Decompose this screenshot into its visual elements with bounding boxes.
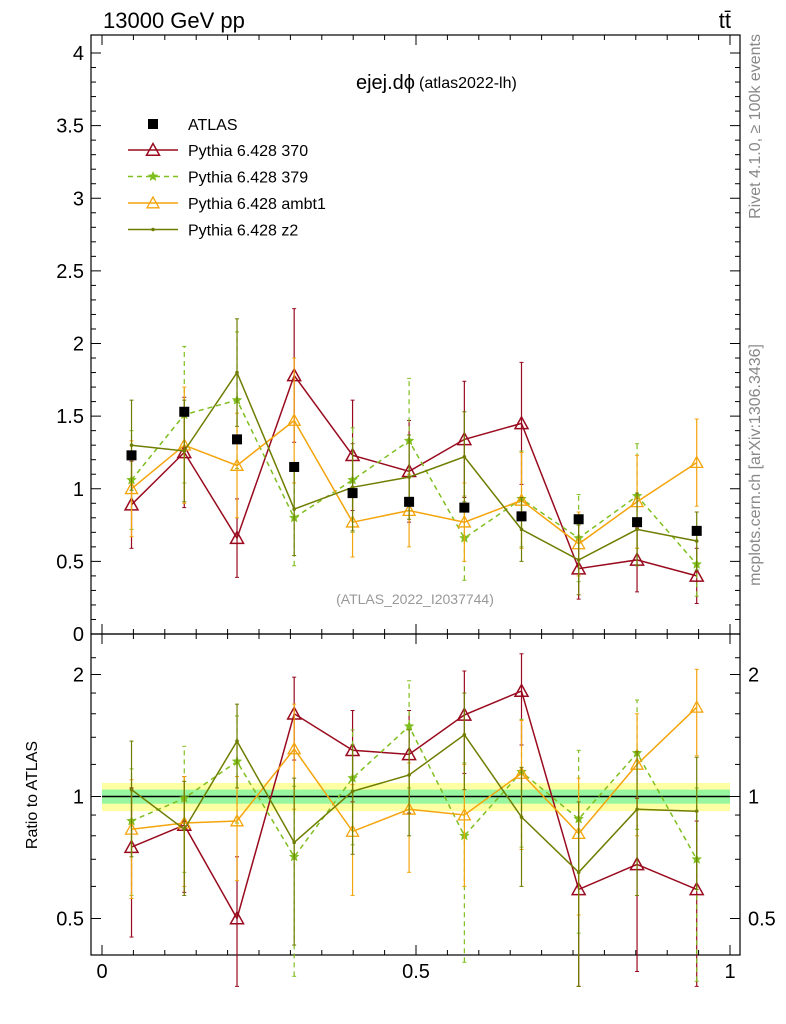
main-series-point: [229, 530, 245, 545]
atlas-data-point: [347, 488, 358, 499]
ratio-y-axis-label: Ratio to ATLAS: [24, 741, 41, 849]
main-y-tick-label: 1: [73, 479, 84, 501]
ratio-x-tick-label: 0.5: [402, 961, 430, 983]
ratio-series-point: [407, 773, 411, 777]
rivet-version-label: Rivet 4.1.0, ≥ 100k events: [747, 34, 764, 219]
main-y-tick-label: 4: [73, 43, 84, 65]
ratio-y-tick-label: 0.5: [56, 909, 84, 931]
ratio-series-point: [182, 827, 187, 832]
ratio-y-tick-label: 1: [73, 787, 84, 809]
atlas-data-point: [126, 450, 137, 461]
main-series-point: [635, 527, 639, 532]
atlas-data-point: [289, 461, 300, 472]
main-series-point: [513, 415, 530, 430]
main-series-point: [235, 370, 239, 375]
legend-label: Pythia 6.428 370: [188, 143, 308, 160]
ratio-x-tick-label: 0: [96, 961, 107, 983]
main-plot-subtitle: (atlas2022-lh): [419, 75, 517, 92]
main-series-point: [457, 514, 472, 528]
process-label: tt̄: [719, 8, 731, 33]
energy-label: 13000 GeV pp: [103, 8, 245, 33]
legend-marker: [147, 170, 159, 182]
main-y-tick-label: 0: [73, 624, 84, 646]
analysis-watermark: (ATLAS_2022_I2037744): [336, 591, 494, 607]
ratio-series-point: [292, 840, 296, 845]
ratio-series-point: [235, 739, 239, 743]
ratio-y-tick-label-right: 0.5: [748, 909, 776, 931]
atlas-data-point: [179, 406, 190, 417]
main-series-point: [519, 527, 524, 532]
ratio-series-point: [457, 807, 472, 821]
main-series-point: [407, 475, 411, 479]
main-y-tick-label: 3: [73, 188, 84, 210]
ratio-y-tick-label-right: 1: [748, 787, 759, 809]
ratio-series-point: [403, 720, 415, 731]
atlas-data-point: [459, 502, 470, 513]
ratio-series-point: [635, 807, 639, 812]
main-series-point: [694, 539, 699, 543]
ratio-x-tick-label: 1: [724, 961, 735, 983]
main-plot: 0 0.5 1 1.5 2 2.5 3 3.5 4: [56, 34, 741, 646]
legend-label: Pythia 6.428 z2: [188, 223, 298, 240]
legend: ATLAS Pythia 6.428 370 Pythia 6.428 379 Pyt…: [128, 117, 326, 240]
ratio-series-point: [129, 787, 134, 792]
atlas-data-point: [232, 434, 243, 445]
main-series-point: [689, 455, 704, 469]
atlas-data-point: [691, 525, 702, 536]
main-series-point: [287, 413, 302, 426]
legend-label: Pythia 6.428 ambt1: [188, 196, 326, 213]
atlas-data-point: [516, 511, 527, 522]
ratio-series-point: [519, 815, 524, 819]
main-series-point: [229, 458, 245, 471]
main-series-point: [462, 454, 467, 459]
ratio-series-point: [688, 881, 705, 896]
ratio-series-point: [576, 870, 581, 875]
ratio-series-point: [350, 789, 355, 794]
ratio-series-point: [513, 683, 530, 698]
ratio-plot: 0 0.5 1 0.5 0.5 1 1 2 2: [56, 633, 776, 987]
ratio-series-point: [229, 813, 245, 827]
ratio-series-point: [462, 732, 467, 737]
legend-marker: [151, 227, 155, 232]
mcplots-label: mcplots.cern.ch [arXiv:1306.3436]: [747, 344, 764, 586]
main-plot-title: ejej.dϕ: [356, 72, 415, 94]
main-series-point: [124, 481, 139, 495]
main-y-tick-label: 1.5: [56, 406, 84, 428]
main-y-tick-label: 3.5: [56, 116, 84, 138]
ratio-y-tick-label: 2: [73, 665, 84, 687]
ratio-series-point: [694, 809, 699, 813]
atlas-data-point: [573, 514, 584, 525]
main-series-point: [129, 443, 134, 447]
main-y-tick-label: 0.5: [56, 551, 84, 573]
ratio-series-point: [229, 910, 245, 925]
main-series-point: [576, 558, 581, 562]
ratio-series-point: [287, 741, 302, 755]
legend-marker: [145, 141, 161, 156]
main-series-line: [130, 399, 698, 565]
ratio-series-point: [689, 699, 704, 713]
main-series-point: [182, 449, 187, 453]
legend-label: Pythia 6.428 379: [188, 170, 308, 187]
main-y-tick-label: 2.5: [56, 261, 84, 283]
legend-marker: [145, 195, 161, 209]
atlas-data-point: [404, 496, 415, 507]
main-y-tick-label: 2: [73, 334, 84, 356]
legend-atlas-marker: [148, 119, 158, 129]
main-series-line: [131, 419, 698, 545]
ratio-y-tick-label-right: 2: [748, 665, 759, 687]
main-series-line: [131, 371, 697, 561]
main-series-point: [688, 567, 705, 582]
atlas-data-point: [632, 517, 643, 528]
main-series-point: [292, 507, 296, 511]
legend-atlas-label: ATLAS: [188, 117, 238, 134]
